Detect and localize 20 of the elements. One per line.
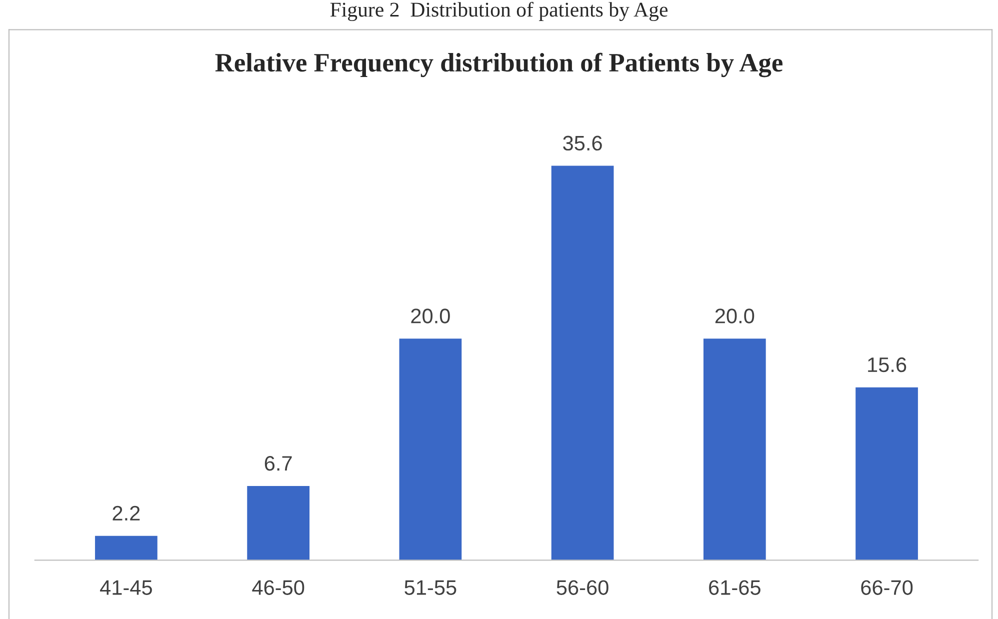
bar — [399, 338, 462, 560]
data-label: 35.6 — [563, 136, 602, 151]
data-label: 6.7 — [264, 456, 292, 471]
bar — [247, 486, 310, 560]
x-tick-label: 61-65 — [709, 580, 760, 595]
x-tick-label: 56-60 — [556, 580, 608, 595]
bar — [856, 387, 918, 560]
x-tick-label: 51-55 — [404, 580, 456, 595]
data-label: 20.0 — [411, 308, 450, 324]
x-tick-label: 66-70 — [861, 580, 913, 595]
bar — [95, 536, 158, 560]
data-label: 15.6 — [868, 357, 906, 372]
x-tick-label: 41-45 — [100, 580, 152, 595]
data-label: 2.2 — [112, 506, 140, 520]
caption: Figure 2 Distribution of patients by Age — [330, 2, 668, 22]
bar — [703, 338, 766, 560]
bar — [551, 166, 614, 560]
chart-title: Relative Frequency distribution of Patients by Age — [215, 52, 782, 78]
data-label: 20.0 — [715, 308, 754, 324]
x-tick-label: 46-50 — [252, 580, 304, 595]
